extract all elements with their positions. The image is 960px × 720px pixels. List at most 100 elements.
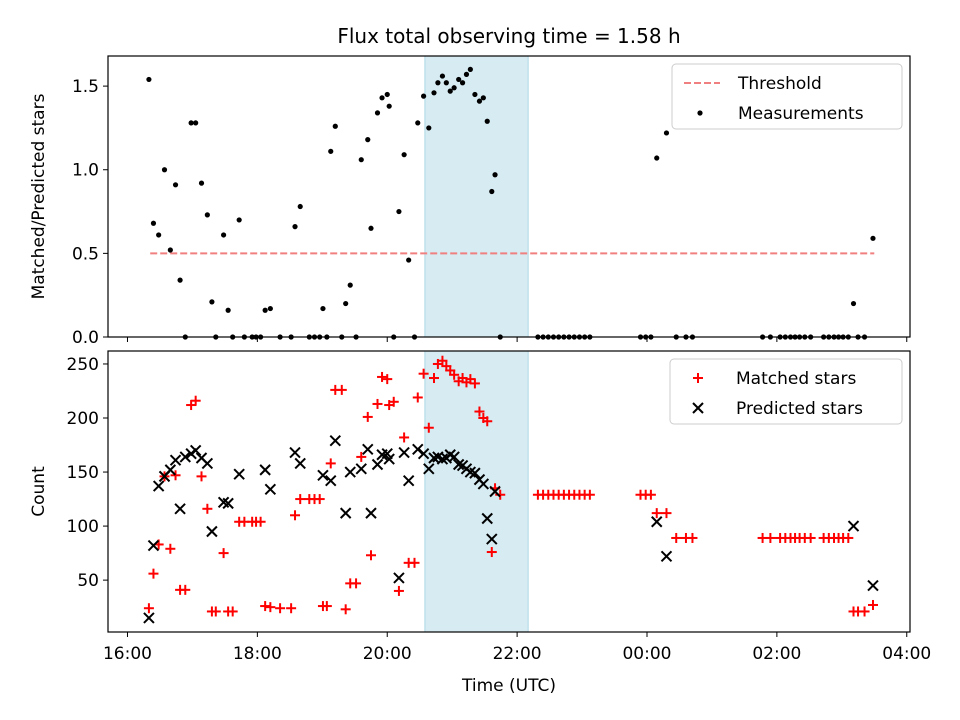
- x-tick-label: 16:00: [103, 644, 152, 664]
- data-point-stroke: [222, 497, 234, 510]
- data-point: [150, 220, 157, 226]
- axes-frame: [107, 350, 911, 633]
- data-point: [347, 282, 353, 288]
- data-point: [437, 355, 448, 366]
- data-point: [481, 512, 493, 525]
- data-point-stroke: [489, 485, 501, 498]
- data-point: [321, 601, 332, 612]
- data-point: [233, 468, 245, 480]
- data-point: [148, 568, 159, 579]
- data-point: [489, 188, 495, 195]
- data-point-stroke: [477, 478, 490, 490]
- data-point: [164, 464, 177, 476]
- data-point: [398, 446, 410, 459]
- x-tick-label: 20:00: [363, 644, 412, 664]
- data-point: [850, 300, 857, 307]
- data-point: [859, 606, 870, 617]
- data-point-stroke: [660, 550, 673, 563]
- data-point: [152, 480, 165, 492]
- data-point: [382, 374, 393, 385]
- data-point: [260, 601, 271, 612]
- data-point: [469, 378, 480, 389]
- data-point: [402, 474, 415, 487]
- data-point-stroke: [339, 507, 352, 519]
- data-point-stroke: [189, 444, 202, 457]
- data-point: [663, 130, 670, 136]
- data-point: [332, 123, 338, 129]
- data-point: [147, 539, 160, 552]
- data-point: [209, 299, 215, 305]
- data-point: [671, 532, 682, 543]
- data-point: [415, 120, 421, 126]
- data-point-stroke: [448, 451, 460, 463]
- data-point: [393, 572, 405, 584]
- data-point: [654, 155, 660, 161]
- x-tick-label: 00:00: [622, 644, 671, 664]
- data-point: [428, 373, 439, 384]
- data-point: [267, 305, 273, 312]
- data-point: [295, 494, 306, 505]
- data-point-stroke: [464, 466, 477, 478]
- data-point-stroke: [164, 464, 177, 476]
- data-point-stroke: [469, 467, 481, 479]
- x-axis-label: Time (UTC): [461, 676, 556, 696]
- data-point-stroke: [174, 503, 186, 515]
- data-point: [255, 516, 266, 527]
- data-point-stroke: [264, 483, 277, 496]
- data-point: [204, 212, 210, 218]
- data-point: [289, 446, 301, 459]
- data-point: [368, 225, 374, 231]
- data-point: [177, 277, 183, 283]
- data-point: [188, 120, 194, 126]
- data-point-stroke: [867, 579, 879, 592]
- data-point: [180, 584, 191, 595]
- data-point: [220, 232, 227, 238]
- data-point: [384, 91, 390, 98]
- legend-label: Matched stars: [736, 369, 856, 389]
- y-tick-label: 200: [67, 409, 99, 429]
- data-point: [661, 508, 672, 519]
- data-point-stroke: [201, 457, 214, 470]
- data-point: [222, 497, 234, 510]
- data-point-stroke: [444, 449, 456, 461]
- data-point-stroke: [294, 457, 306, 470]
- data-point: [286, 603, 297, 614]
- data-point-stroke: [651, 516, 663, 528]
- x-tick-label: 02:00: [752, 644, 801, 664]
- chart-title: Flux total observing time = 1.58 h: [337, 24, 680, 48]
- data-point-stroke: [362, 443, 374, 456]
- data-point: [377, 371, 388, 382]
- data-point: [365, 507, 377, 519]
- data-point: [372, 398, 383, 409]
- data-point: [169, 454, 182, 466]
- data-point: [358, 157, 364, 163]
- data-point: [325, 458, 336, 469]
- data-point-stroke: [217, 496, 230, 509]
- data-point: [336, 384, 347, 395]
- data-point: [143, 612, 155, 624]
- y-tick-label: 0.0: [72, 328, 99, 348]
- data-point: [474, 406, 485, 417]
- data-point: [143, 603, 154, 614]
- data-point: [170, 470, 181, 481]
- data-point-stroke: [233, 468, 245, 480]
- data-point: [417, 447, 430, 460]
- data-point: [366, 550, 377, 561]
- legend-label: Measurements: [738, 104, 864, 124]
- data-point-stroke: [344, 466, 356, 478]
- data-point: [847, 520, 860, 532]
- data-point: [486, 533, 498, 545]
- data-point: [340, 604, 351, 615]
- y-tick-label: 100: [67, 517, 99, 537]
- data-point: [236, 217, 242, 223]
- data-point: [202, 503, 213, 514]
- data-point-stroke: [195, 452, 208, 464]
- data-point: [393, 585, 404, 596]
- data-point: [476, 98, 483, 104]
- legend-box: [671, 63, 903, 130]
- data-point: [196, 471, 207, 482]
- data-point: [423, 422, 434, 433]
- data-point: [459, 80, 466, 86]
- data-point: [328, 148, 334, 154]
- data-point: [406, 257, 412, 263]
